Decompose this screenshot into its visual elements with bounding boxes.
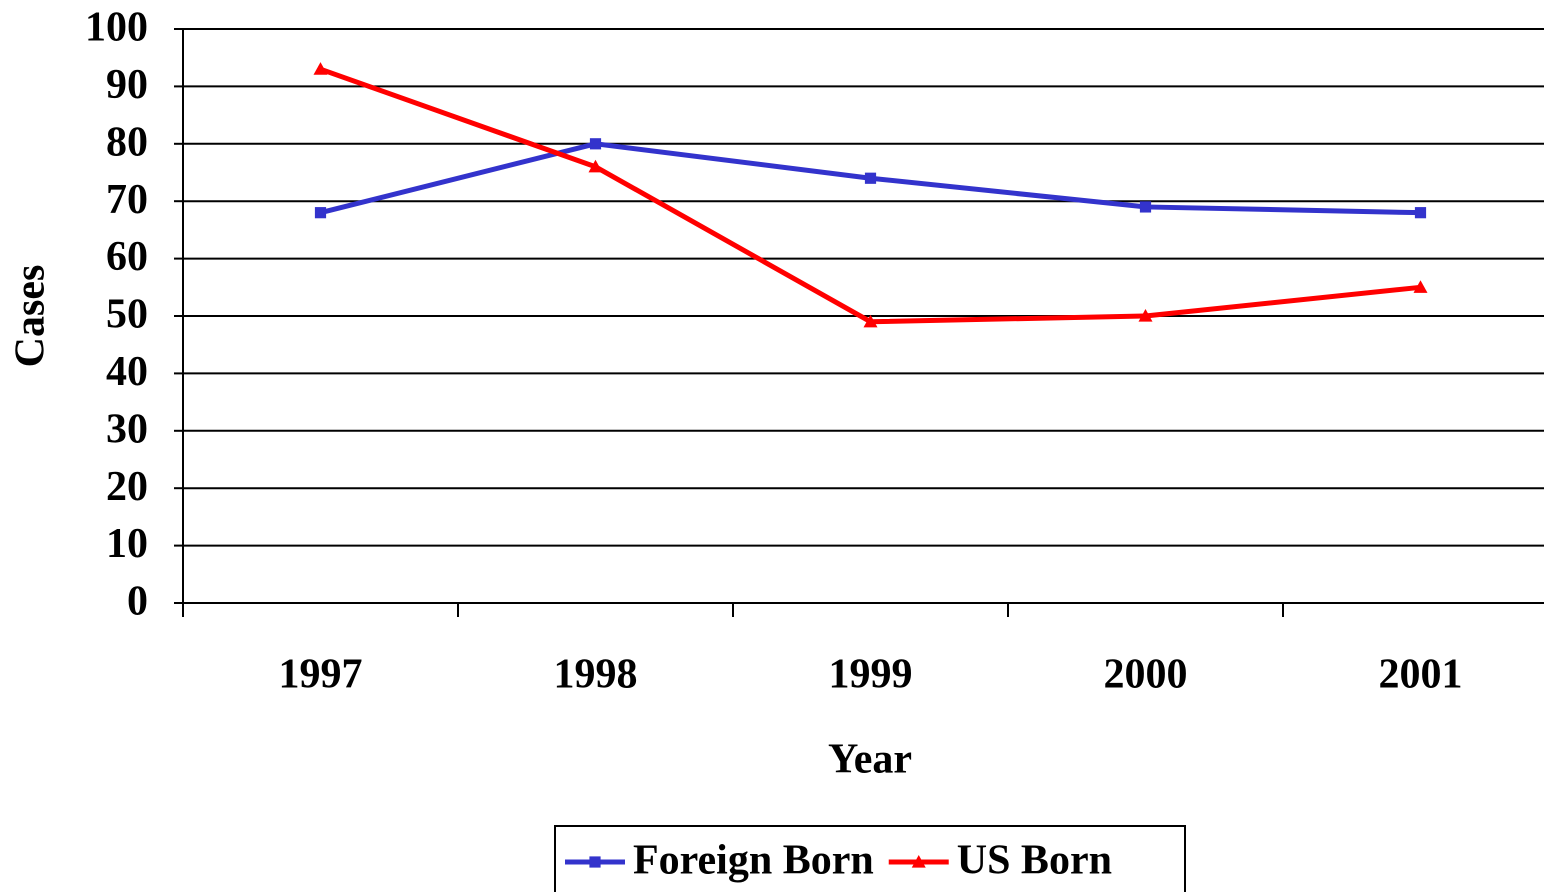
y-tick-label: 50	[106, 292, 148, 338]
legend-marker	[589, 856, 601, 868]
point	[863, 314, 878, 328]
legend-label: Foreign Born	[633, 838, 874, 884]
y-tick-label: 80	[106, 119, 148, 165]
x-tick-label: 2001	[1379, 652, 1463, 698]
point	[313, 62, 328, 75]
point	[1413, 280, 1428, 293]
legend-marker	[911, 855, 926, 868]
x-axis-label: Year	[828, 737, 912, 783]
y-tick-label: 20	[106, 464, 148, 510]
y-tick-label: 10	[106, 521, 148, 567]
point	[864, 172, 877, 184]
legend-label: US Born	[957, 838, 1112, 884]
point	[588, 159, 603, 173]
y-axis-label: Cases	[8, 265, 54, 368]
x-tick-label: 1999	[829, 652, 913, 698]
y-tick-label: 60	[106, 234, 148, 280]
series-line	[319, 66, 1421, 325]
x-tick-label: 1998	[554, 652, 638, 698]
x-tick-label: 2000	[1104, 652, 1188, 698]
point	[1139, 201, 1152, 213]
point	[314, 207, 327, 219]
y-tick-label: 90	[106, 62, 148, 108]
point	[589, 138, 602, 150]
point	[1138, 309, 1153, 322]
point	[1414, 207, 1427, 219]
y-tick-label: 0	[127, 579, 148, 625]
x-tick-label: 1997	[279, 652, 363, 698]
y-tick-label: 100	[85, 5, 148, 51]
legend-box	[554, 825, 1186, 892]
y-tick-label: 30	[106, 406, 148, 452]
y-tick-label: 70	[106, 177, 148, 223]
y-tick-label: 40	[106, 349, 148, 395]
